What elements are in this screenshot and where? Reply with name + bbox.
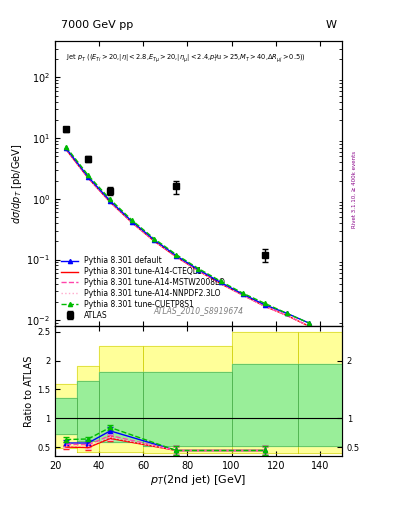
Pythia 8.301 tune-A14-NNPDF2.3LO (196, 268, 201, 274)
Pythia 8.301 tune-CUETP8S1 (240, 290, 245, 296)
Pythia 8.301 tune-A14-MSTW2008LO (64, 145, 68, 152)
Pythia 8.301 tune-A14-MSTW2008LO (130, 219, 135, 225)
Pythia 8.301 tune-A14-CTEQL1 (130, 220, 135, 226)
Text: W: W (325, 19, 336, 30)
Pythia 8.301 tune-A14-MSTW2008LO (86, 175, 90, 181)
Pythia 8.301 tune-A14-MSTW2008LO (196, 267, 201, 273)
Pythia 8.301 tune-A14-MSTW2008LO (152, 238, 157, 244)
Line: Pythia 8.301 tune-A14-MSTW2008LO: Pythia 8.301 tune-A14-MSTW2008LO (66, 148, 309, 326)
Pythia 8.301 tune-CUETP8S1 (130, 218, 135, 224)
X-axis label: $p_T$(2nd jet) [GeV]: $p_T$(2nd jet) [GeV] (151, 473, 246, 487)
Text: Jet $p_T$ (($E_{Ti}$$>$20,$|\eta|$$<$2.8,$E_{T\mu}$$>$20,$|\eta_\mu|$$<$2.4,$p_T: Jet $p_T$ (($E_{Ti}$$>$20,$|\eta|$$<$2.8… (66, 52, 307, 65)
Pythia 8.301 default (86, 174, 90, 180)
Pythia 8.301 default (262, 302, 267, 308)
Pythia 8.301 tune-CUETP8S1 (108, 196, 112, 202)
Pythia 8.301 tune-A14-MSTW2008LO (240, 292, 245, 298)
Pythia 8.301 tune-CUETP8S1 (64, 144, 68, 150)
Pythia 8.301 tune-A14-CTEQL1 (285, 312, 289, 318)
Pythia 8.301 tune-CUETP8S1 (174, 251, 179, 258)
Pythia 8.301 default (285, 310, 289, 316)
Pythia 8.301 tune-A14-NNPDF2.3LO (152, 238, 157, 244)
Pythia 8.301 tune-A14-CTEQL1 (196, 268, 201, 274)
Pythia 8.301 tune-A14-CTEQL1 (307, 323, 311, 329)
Pythia 8.301 tune-CUETP8S1 (307, 320, 311, 326)
Pythia 8.301 tune-A14-MSTW2008LO (218, 280, 223, 286)
Line: Pythia 8.301 tune-A14-CTEQL1: Pythia 8.301 tune-A14-CTEQL1 (66, 150, 309, 326)
Line: Pythia 8.301 default: Pythia 8.301 default (64, 146, 311, 325)
Text: ATLAS_2010_S8919674: ATLAS_2010_S8919674 (153, 306, 244, 315)
Legend: Pythia 8.301 default, Pythia 8.301 tune-A14-CTEQL1, Pythia 8.301 tune-A14-MSTW20: Pythia 8.301 default, Pythia 8.301 tune-… (59, 254, 227, 322)
Pythia 8.301 tune-A14-CTEQL1 (174, 254, 179, 260)
Pythia 8.301 default (108, 198, 112, 204)
Pythia 8.301 tune-A14-NNPDF2.3LO (262, 303, 267, 309)
Pythia 8.301 tune-A14-CTEQL1 (262, 303, 267, 309)
Pythia 8.301 tune-A14-MSTW2008LO (285, 312, 289, 318)
Pythia 8.301 tune-A14-NNPDF2.3LO (307, 323, 311, 329)
Pythia 8.301 tune-A14-NNPDF2.3LO (285, 312, 289, 318)
Pythia 8.301 tune-A14-NNPDF2.3LO (240, 292, 245, 298)
Pythia 8.301 default (196, 267, 201, 273)
Pythia 8.301 default (174, 253, 179, 259)
Pythia 8.301 default (152, 237, 157, 243)
Pythia 8.301 default (218, 280, 223, 286)
Pythia 8.301 tune-A14-CTEQL1 (86, 175, 90, 181)
Y-axis label: $d\sigma/dp_{T}$ [pb/GeV]: $d\sigma/dp_{T}$ [pb/GeV] (9, 143, 24, 224)
Pythia 8.301 tune-A14-MSTW2008LO (108, 199, 112, 205)
Pythia 8.301 tune-A14-CTEQL1 (64, 146, 68, 153)
Pythia 8.301 tune-CUETP8S1 (86, 172, 90, 178)
Pythia 8.301 tune-A14-MSTW2008LO (307, 323, 311, 329)
Pythia 8.301 default (307, 320, 311, 326)
Pythia 8.301 tune-A14-NNPDF2.3LO (64, 146, 68, 152)
Pythia 8.301 tune-A14-NNPDF2.3LO (130, 220, 135, 226)
Pythia 8.301 tune-A14-CTEQL1 (240, 292, 245, 298)
Text: 7000 GeV pp: 7000 GeV pp (61, 19, 133, 30)
Pythia 8.301 tune-CUETP8S1 (262, 300, 267, 306)
Pythia 8.301 tune-A14-NNPDF2.3LO (86, 175, 90, 181)
Pythia 8.301 tune-A14-NNPDF2.3LO (218, 281, 223, 287)
Pythia 8.301 default (240, 291, 245, 297)
Pythia 8.301 tune-A14-NNPDF2.3LO (108, 199, 112, 205)
Pythia 8.301 tune-CUETP8S1 (152, 236, 157, 242)
Pythia 8.301 tune-A14-NNPDF2.3LO (174, 254, 179, 260)
Y-axis label: Ratio to ATLAS: Ratio to ATLAS (24, 355, 34, 426)
Pythia 8.301 tune-CUETP8S1 (285, 310, 289, 316)
Pythia 8.301 tune-CUETP8S1 (218, 278, 223, 284)
Line: Pythia 8.301 tune-A14-NNPDF2.3LO: Pythia 8.301 tune-A14-NNPDF2.3LO (66, 149, 309, 326)
Pythia 8.301 tune-CUETP8S1 (196, 266, 201, 272)
Pythia 8.301 tune-A14-MSTW2008LO (174, 253, 179, 260)
Text: Rivet 3.1.10, ≥ 400k events: Rivet 3.1.10, ≥ 400k events (352, 151, 357, 228)
Pythia 8.301 default (64, 145, 68, 152)
Pythia 8.301 tune-A14-CTEQL1 (108, 199, 112, 205)
Pythia 8.301 tune-A14-CTEQL1 (218, 281, 223, 287)
Pythia 8.301 tune-A14-MSTW2008LO (262, 303, 267, 309)
Pythia 8.301 default (130, 219, 135, 225)
Line: Pythia 8.301 tune-CUETP8S1: Pythia 8.301 tune-CUETP8S1 (64, 145, 311, 325)
Pythia 8.301 tune-A14-CTEQL1 (152, 238, 157, 244)
